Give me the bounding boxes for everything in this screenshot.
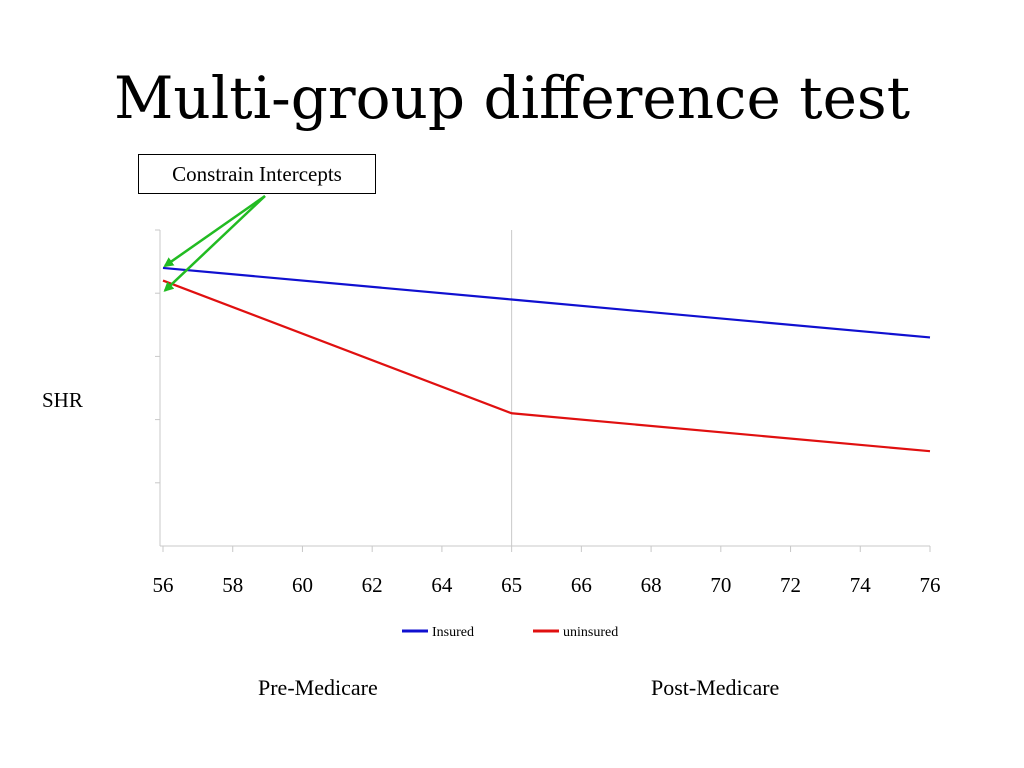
x-tick-label: 65: [501, 573, 522, 597]
legend: Insured uninsured: [402, 625, 618, 640]
axes: 56 58 60 62 64 65 66 68 70 72 74 76: [153, 229, 941, 597]
callout-arrow: [163, 195, 266, 292]
region-label-post-medicare: Post-Medicare: [651, 675, 780, 700]
legend-label-insured: Insured: [432, 625, 474, 640]
x-tick-label: 58: [222, 573, 243, 597]
x-tick-label: 60: [292, 573, 313, 597]
x-tick-label: 68: [641, 573, 662, 597]
x-tick-label: 64: [431, 573, 453, 597]
series-lines: [162, 266, 931, 453]
region-label-pre-medicare: Pre-Medicare: [258, 675, 378, 700]
callout-arrows: [163, 194, 266, 292]
series-line-insured: [162, 266, 931, 339]
x-tick-label: 76: [920, 573, 941, 597]
callout-box: Constrain Intercepts: [138, 154, 376, 194]
x-tick-label: 66: [571, 573, 592, 597]
x-tick-label: 72: [780, 573, 801, 597]
legend-label-uninsured: uninsured: [563, 625, 618, 640]
x-tick-label: 70: [710, 573, 731, 597]
callout-arrow: [163, 194, 266, 268]
x-tick-label: 62: [362, 573, 383, 597]
slide-title: Multi-group difference test: [114, 64, 910, 132]
x-tick-label: 74: [850, 573, 872, 597]
y-axis-label: SHR: [42, 388, 83, 412]
series-line-uninsured: [162, 279, 931, 453]
x-tick-label: 56: [153, 573, 174, 597]
